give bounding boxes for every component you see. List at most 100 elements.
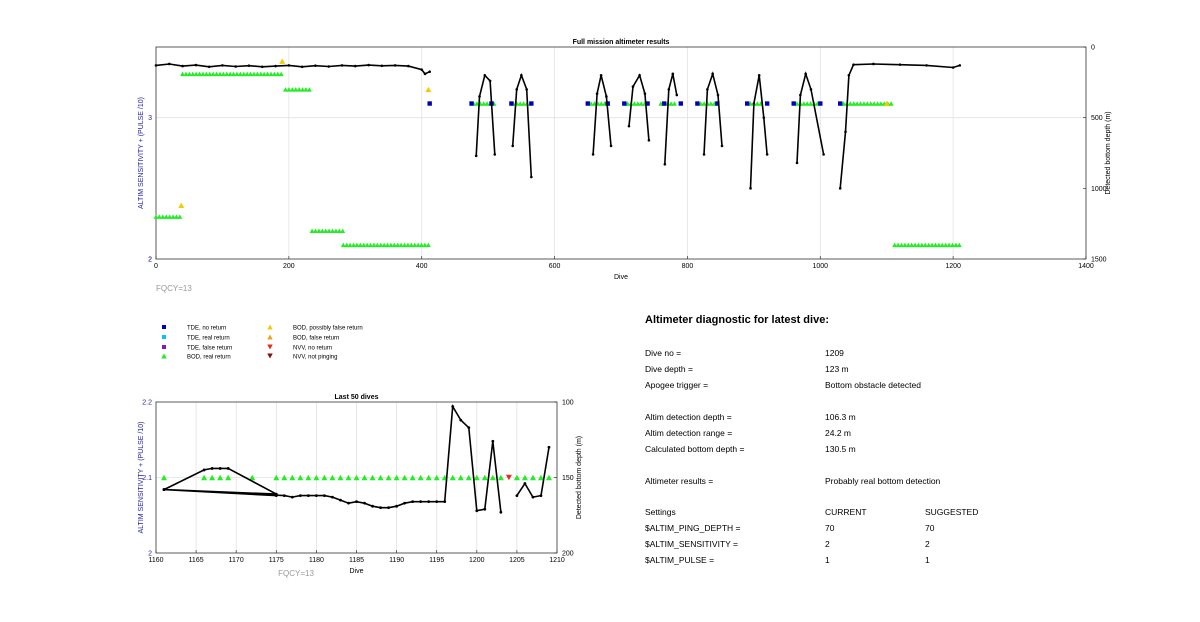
tde-no-return-marker: [791, 101, 796, 106]
bod-real-marker: [701, 101, 707, 106]
bod-real-marker: [209, 474, 216, 481]
depth-point: [443, 500, 447, 504]
depth-point: [491, 439, 495, 443]
depth-point: [167, 62, 171, 66]
x-tick-label: 1200: [945, 263, 961, 270]
bod-real-marker: [369, 474, 376, 481]
tde-no-return-marker: [695, 101, 700, 106]
tde-no-return-marker: [678, 101, 683, 106]
depth-point: [951, 66, 955, 69]
y-tick-label: 2: [148, 257, 152, 264]
bod-real-marker: [949, 242, 955, 248]
bod-real-marker: [422, 242, 428, 248]
depth-point: [499, 510, 503, 514]
x-tick-label: 1000: [812, 263, 828, 270]
depth-point: [379, 506, 382, 510]
depth-point: [525, 88, 528, 91]
y-axis-label: ALTIM SENSITIVITY + (PULSE /10): [138, 97, 145, 209]
bod-real-marker: [173, 214, 179, 219]
depth-point: [702, 153, 706, 156]
depth-point: [847, 73, 851, 77]
diag-value: 123 m: [825, 364, 849, 374]
depth-point: [274, 494, 278, 498]
bod-real-marker: [936, 242, 942, 248]
depth-point: [643, 92, 647, 95]
bod-real-marker: [898, 242, 904, 248]
bod-real-marker: [161, 474, 168, 481]
depth-point: [925, 64, 928, 67]
setting-current: 1: [825, 555, 830, 565]
bod-real-marker: [497, 474, 504, 481]
y-right-tick-label: 150: [562, 475, 574, 482]
depth-point: [720, 144, 724, 148]
bod-real-marker: [864, 101, 870, 106]
bod-real-marker: [321, 474, 328, 481]
bod-real-marker: [412, 242, 418, 248]
diag-label: Altimeter results =: [645, 476, 714, 486]
bod-real-marker: [385, 242, 391, 248]
depth-point: [393, 64, 397, 67]
bod-real-marker: [402, 242, 408, 248]
depth-point: [435, 500, 439, 504]
tde-no-return-marker: [469, 101, 474, 106]
bod-real-marker: [374, 242, 380, 248]
bod-real-marker: [180, 71, 186, 77]
bod-real-marker: [371, 242, 377, 248]
x-tick-label: 1185: [349, 557, 364, 564]
depth-point: [340, 64, 344, 67]
depth-point: [872, 62, 875, 66]
setting-current: 2: [825, 539, 830, 549]
depth-point: [475, 509, 479, 513]
tde-no-return-marker: [838, 101, 843, 106]
setting-current: 70: [825, 523, 835, 533]
bod-real-marker: [207, 71, 213, 77]
depth-point: [591, 153, 595, 156]
bod-real-marker: [305, 474, 312, 481]
diag-label: Dive depth =: [645, 364, 693, 374]
bod-real-marker: [289, 474, 296, 481]
setting-suggested: 70: [925, 523, 935, 533]
bod-real-marker: [401, 474, 408, 481]
y-right-axis-label: Detected bottom depth (m): [576, 436, 583, 519]
legend-label: NVV, not pinging: [293, 354, 337, 360]
settings-header-current: CURRENT: [825, 507, 867, 517]
depth-point: [403, 501, 407, 505]
nvv-no-return-marker: [505, 474, 512, 481]
diag-label: Altim detection range =: [645, 428, 733, 438]
bod-real-marker: [417, 474, 424, 481]
bod-real-marker: [808, 101, 814, 106]
bod-real-marker: [801, 101, 807, 106]
depth-point: [380, 64, 384, 68]
bod-real-marker: [303, 87, 309, 92]
bod-real-marker: [457, 474, 464, 481]
depth-point: [757, 73, 761, 77]
settings-header-label: Settings: [645, 507, 676, 517]
y-right-axis-label: Detected bottom depth (m): [1105, 111, 1112, 194]
legend-label: TDE, no return: [187, 325, 226, 331]
diag-value: 1209: [825, 348, 844, 358]
setting-label: $ALTIM_PING_DEPTH =: [645, 523, 741, 533]
bod-real-marker: [351, 242, 357, 248]
bod-possible-marker: [279, 58, 286, 64]
bod-real-marker: [956, 242, 962, 248]
legend-marker-square: [162, 335, 166, 339]
depth-point: [423, 72, 427, 76]
diag-value: 24.2 m: [825, 428, 851, 438]
depth-point: [711, 72, 714, 76]
depth-point: [194, 63, 198, 67]
bod-real-marker: [296, 87, 302, 92]
depth-point: [852, 63, 855, 66]
bod-real-marker: [163, 214, 169, 219]
bod-real-marker: [905, 242, 911, 248]
tde-no-return-marker: [529, 101, 534, 106]
bod-real-marker: [393, 474, 400, 481]
bod-real-marker: [878, 101, 884, 106]
tde-no-return-marker: [622, 101, 627, 106]
depth-point: [371, 504, 374, 508]
depth-point: [599, 73, 603, 77]
depth-point: [274, 64, 277, 68]
x-tick-label: 1190: [389, 557, 404, 564]
depth-point: [716, 93, 720, 97]
depth-point: [428, 70, 431, 74]
bod-real-marker: [381, 242, 387, 248]
